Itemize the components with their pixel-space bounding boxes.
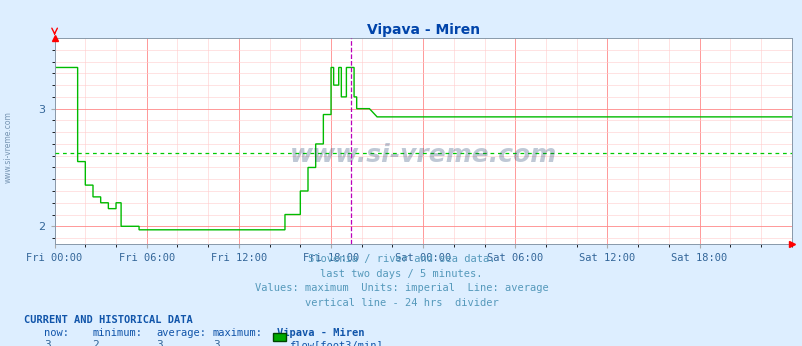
Text: last two days / 5 minutes.: last two days / 5 minutes.: [320, 269, 482, 279]
Text: average:: average:: [156, 328, 206, 338]
Text: Values: maximum  Units: imperial  Line: average: Values: maximum Units: imperial Line: av…: [254, 283, 548, 293]
Text: 2: 2: [92, 340, 99, 346]
Text: CURRENT AND HISTORICAL DATA: CURRENT AND HISTORICAL DATA: [24, 315, 192, 325]
Text: Vipava - Miren: Vipava - Miren: [277, 328, 364, 338]
Text: vertical line - 24 hrs  divider: vertical line - 24 hrs divider: [304, 298, 498, 308]
Title: Vipava - Miren: Vipava - Miren: [367, 23, 479, 37]
Text: www.si-vreme.com: www.si-vreme.com: [290, 143, 556, 167]
Text: now:: now:: [44, 328, 69, 338]
Text: minimum:: minimum:: [92, 328, 142, 338]
Text: 3: 3: [44, 340, 51, 346]
Text: www.si-vreme.com: www.si-vreme.com: [3, 111, 13, 183]
Text: maximum:: maximum:: [213, 328, 262, 338]
Text: flow[foot3/min]: flow[foot3/min]: [289, 340, 383, 346]
Text: 3: 3: [213, 340, 219, 346]
Text: 3: 3: [156, 340, 163, 346]
Text: Slovenia / river and sea data.: Slovenia / river and sea data.: [307, 254, 495, 264]
